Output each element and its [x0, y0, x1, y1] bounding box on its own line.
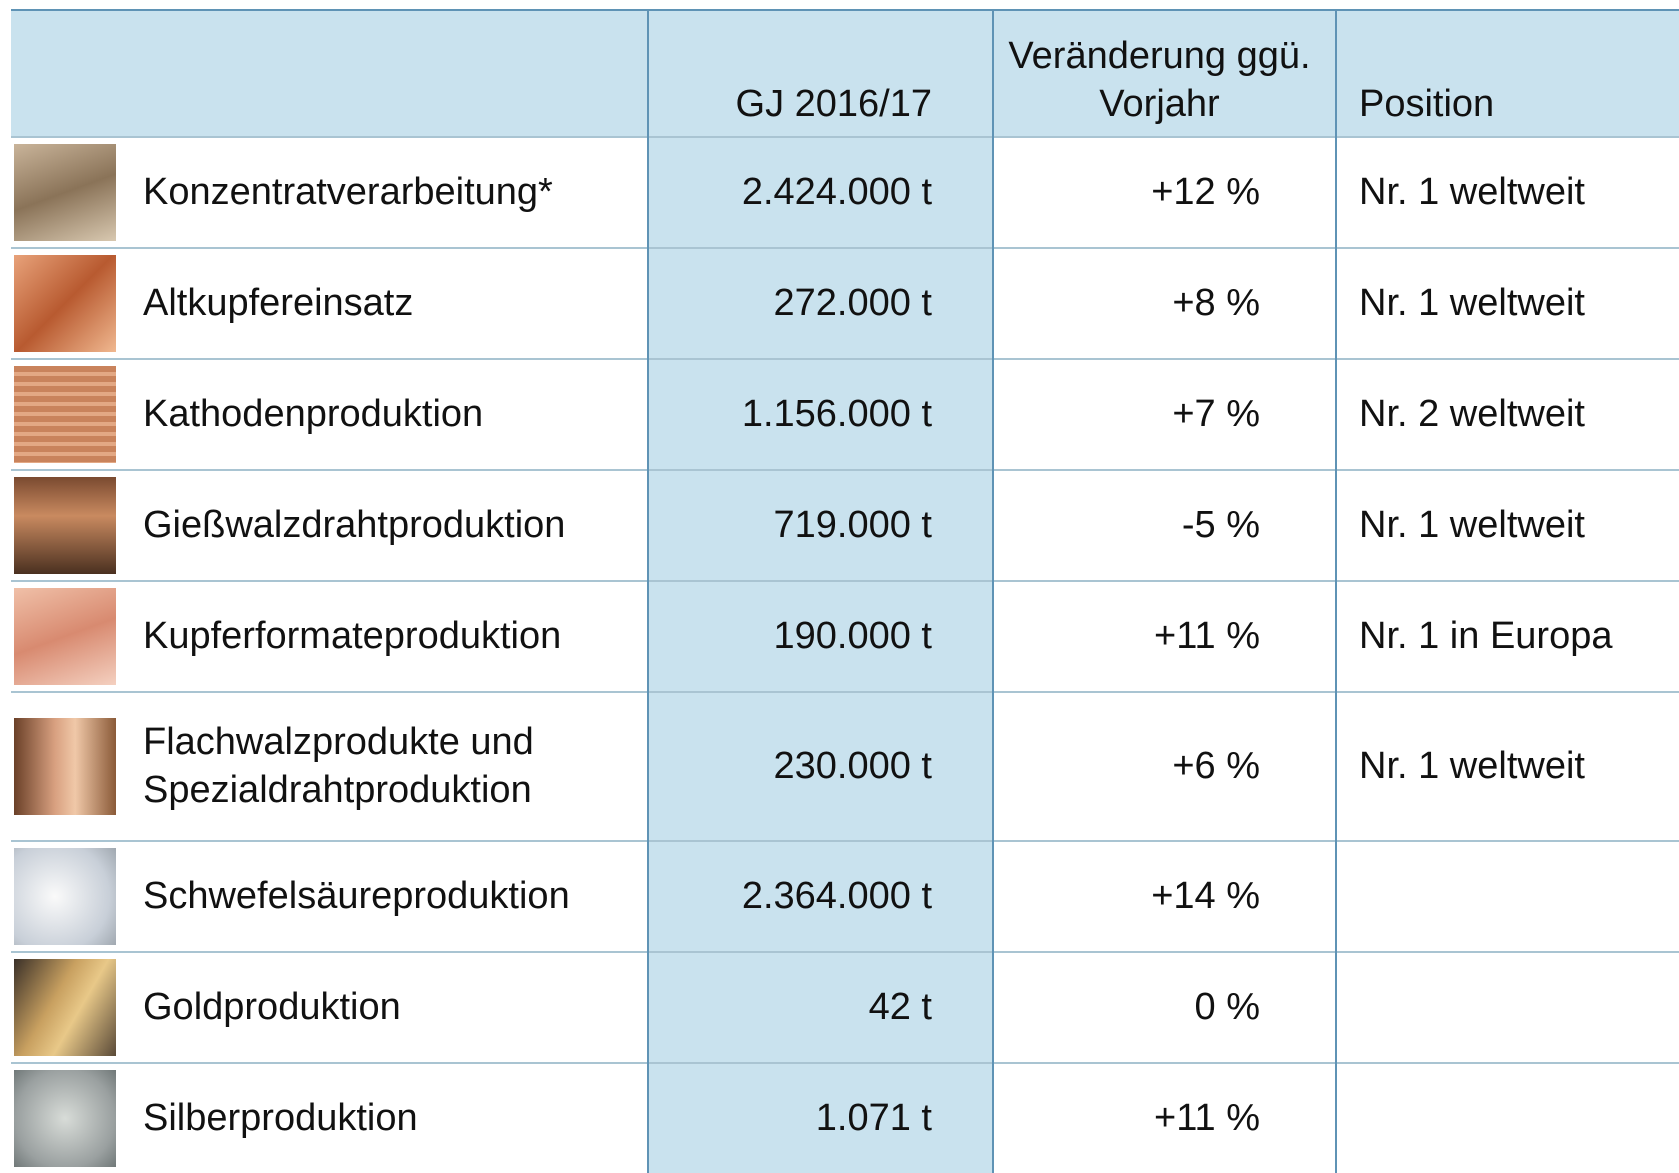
name-wrap: Silberproduktion — [11, 1065, 646, 1173]
data-row: Flachwalzprodukte und Spezialdrahtproduk… — [11, 691, 1679, 841]
data-row: Gießwalzdrahtproduktion 719.000 t -5 % Nr. … — [11, 469, 1679, 581]
name-cell: Schwefelsäureproduktion — [11, 840, 649, 952]
position-cell: Nr. 1 weltweit — [1336, 136, 1679, 248]
value-cell: 2.364.000 t — [648, 840, 994, 952]
position-cell: Nr. 2 weltweit — [1336, 358, 1679, 470]
name-cell: Kupferformateproduktion — [11, 580, 649, 692]
name-cell: Gießwalzdrahtproduktion — [11, 469, 649, 581]
change-cell: -5 % — [993, 469, 1337, 581]
row-name: Schwefelsäureproduktion — [143, 874, 570, 917]
thumbnail — [14, 1070, 116, 1167]
data-row: Kupferformateproduktion 190.000 t +11 % Nr.… — [11, 580, 1679, 692]
thumbnail — [14, 366, 116, 463]
position-cell — [1336, 1062, 1679, 1173]
name-cell: Altkupfereinsatz — [11, 247, 649, 359]
value-cell: 190.000 t — [648, 580, 994, 692]
position-cell: Nr. 1 weltweit — [1336, 469, 1679, 581]
production-table: GJ 2016/17 Veränderung ggü. Vorjahr Positi… — [11, 9, 1679, 1173]
change-cell: +7 % — [993, 358, 1337, 470]
name-wrap: Schwefelsäureproduktion — [11, 843, 646, 951]
row-name: Kathodenproduktion — [143, 392, 484, 435]
name-cell: Kathodenproduktion — [11, 358, 649, 470]
header-cell — [11, 9, 649, 137]
row-name: Silberproduktion — [143, 1096, 418, 1139]
thumbnail — [14, 848, 116, 945]
data-row: Kathodenproduktion 1.156.000 t +7 % Nr. 2 w… — [11, 358, 1679, 470]
name-wrap: Kupferformateproduktion — [11, 583, 646, 691]
data-row: Altkupfereinsatz 272.000 t +8 % Nr. 1 weltw… — [11, 247, 1679, 359]
thumbnail — [14, 959, 116, 1056]
name-wrap: Gießwalzdrahtproduktion — [11, 472, 646, 580]
name-wrap: Kathodenproduktion — [11, 361, 646, 469]
position-cell: Nr. 1 in Europa — [1336, 580, 1679, 692]
data-row: Silberproduktion 1.071 t +11 % — [11, 1062, 1679, 1173]
header-cell: Position — [1336, 9, 1679, 137]
change-cell: +14 % — [993, 840, 1337, 952]
value-cell: 1.071 t — [648, 1062, 994, 1173]
value-cell: 1.156.000 t — [648, 358, 994, 470]
value-cell: 42 t — [648, 951, 994, 1063]
value-cell: 230.000 t — [648, 691, 994, 841]
name-wrap: Konzentratverarbeitung* — [11, 139, 646, 247]
header-cell: GJ 2016/17 — [648, 9, 994, 137]
name-cell: Konzentratverarbeitung* — [11, 136, 649, 248]
change-cell: +6 % — [993, 691, 1337, 841]
change-cell: +12 % — [993, 136, 1337, 248]
change-cell: +11 % — [993, 1062, 1337, 1173]
change-cell: +11 % — [993, 580, 1337, 692]
row-name: Altkupfereinsatz — [143, 281, 414, 324]
change-cell: 0 % — [993, 951, 1337, 1063]
value-cell: 272.000 t — [648, 247, 994, 359]
name-cell: Flachwalzprodukte und Spezialdrahtproduk… — [11, 691, 649, 841]
thumbnail — [14, 477, 116, 574]
thumbnail — [14, 144, 116, 241]
row-name: Konzentratverarbeitung* — [143, 170, 553, 213]
position-cell: Nr. 1 weltweit — [1336, 247, 1679, 359]
row-name: Kupferformateproduktion — [143, 614, 562, 657]
value-cell: 719.000 t — [648, 469, 994, 581]
row-name: Gießwalzdrahtproduktion — [143, 503, 566, 546]
table-container: GJ 2016/17 Veränderung ggü. Vorjahr Positi… — [11, 9, 1679, 1173]
thumbnail — [14, 255, 116, 352]
name-cell: Goldproduktion — [11, 951, 649, 1063]
position-cell — [1336, 951, 1679, 1063]
name-wrap: Flachwalzprodukte und Spezialdrahtproduk… — [11, 694, 646, 840]
thumbnail — [14, 718, 116, 815]
thumbnail — [14, 588, 116, 685]
position-cell — [1336, 840, 1679, 952]
header-row: GJ 2016/17 Veränderung ggü. Vorjahr Positi… — [11, 9, 1679, 137]
row-name: Goldproduktion — [143, 985, 401, 1028]
data-row: Schwefelsäureproduktion 2.364.000 t +14 % — [11, 840, 1679, 952]
name-wrap: Goldproduktion — [11, 954, 646, 1062]
row-name: Flachwalzprodukte und Spezialdrahtproduk… — [143, 721, 534, 811]
header-cell: Veränderung ggü. Vorjahr — [993, 9, 1337, 137]
value-cell: 2.424.000 t — [648, 136, 994, 248]
name-wrap: Altkupfereinsatz — [11, 250, 646, 358]
data-row: Konzentratverarbeitung* 2.424.000 t +12 % N… — [11, 136, 1679, 248]
name-cell: Silberproduktion — [11, 1062, 649, 1173]
position-cell: Nr. 1 weltweit — [1336, 691, 1679, 841]
change-cell: +8 % — [993, 247, 1337, 359]
